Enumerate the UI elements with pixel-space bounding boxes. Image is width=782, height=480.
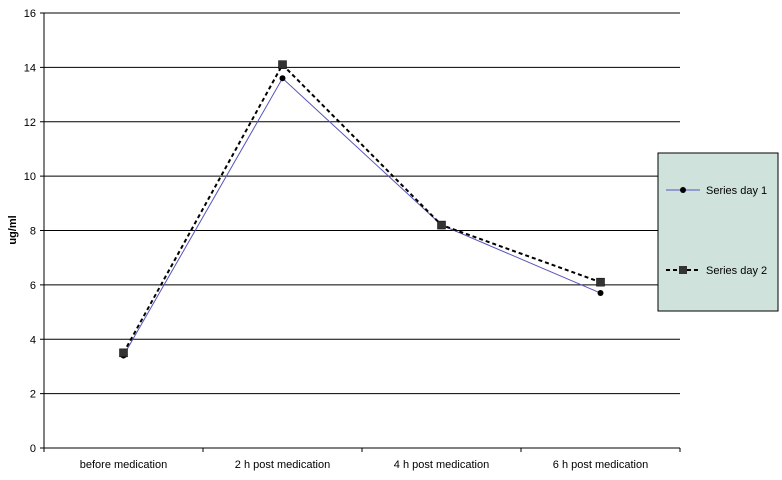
x-tick-label: 6 h post medication <box>553 459 648 471</box>
y-tick-label: 16 <box>24 8 36 20</box>
series-2-point <box>278 60 287 69</box>
y-tick-label: 0 <box>30 443 36 455</box>
legend: Series day 1 Series day 2 <box>657 152 779 312</box>
legend-label-2: Series day 2 <box>706 265 767 277</box>
grid <box>44 12 680 395</box>
y-tick-label: 4 <box>30 334 36 346</box>
y-axis-label: ug/ml <box>7 215 19 244</box>
x-tick-label: before medication <box>80 459 167 471</box>
legend-marker-1 <box>680 187 686 193</box>
x-tick-labels: before medication 2 h post medication 4 h … <box>80 459 648 471</box>
series-2-point <box>119 348 128 358</box>
y-tick-label: 12 <box>24 117 36 129</box>
y-tick-label: 10 <box>24 171 36 183</box>
legend-box <box>657 152 779 312</box>
x-tick-label: 2 h post medication <box>235 459 330 471</box>
y-tick-label: 14 <box>24 62 36 74</box>
legend-marker-2 <box>679 266 687 274</box>
series-2-point <box>596 277 605 287</box>
series-line-1 <box>123 77 601 356</box>
series-1-point <box>279 75 286 82</box>
y-tick-label: 8 <box>30 226 36 238</box>
axes <box>40 12 681 452</box>
y-tick-label: 2 <box>30 389 36 401</box>
series-line-2 <box>122 63 601 354</box>
y-tick-label: 6 <box>30 280 36 292</box>
x-tick-label: 4 h post medication <box>394 459 489 471</box>
series-layer <box>119 60 605 359</box>
legend-label-1: Series day 1 <box>706 185 767 197</box>
series-2-point <box>437 220 446 230</box>
y-tick-labels: 0 2 4 6 8 10 12 14 16 <box>24 8 36 455</box>
series-1-point <box>597 290 604 297</box>
